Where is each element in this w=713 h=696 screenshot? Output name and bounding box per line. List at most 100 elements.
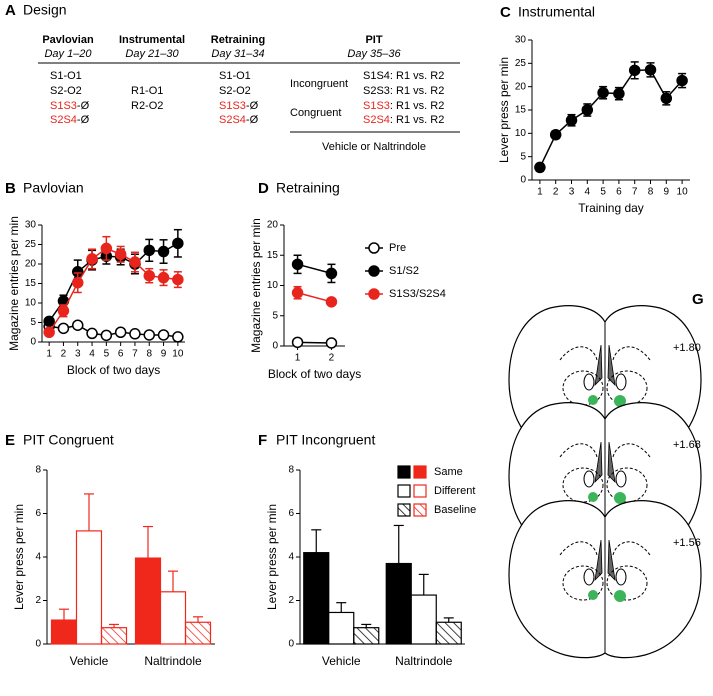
y-tick-label: 0 — [35, 639, 41, 650]
y-tick-label: 10 — [515, 128, 527, 139]
point — [325, 267, 338, 280]
panel-title: Instrumental — [518, 4, 595, 20]
point — [72, 276, 84, 289]
bar — [328, 611, 355, 645]
design-item-part: S1S3 — [50, 100, 77, 112]
point — [57, 322, 70, 335]
point — [129, 256, 141, 268]
y-axis-label: Magazine entries per min — [7, 216, 21, 351]
x-tick-label: Naltrindole — [144, 654, 202, 668]
point — [86, 327, 98, 340]
legend-swatch — [397, 465, 411, 479]
ventricle — [594, 539, 616, 582]
commissure — [615, 373, 627, 391]
point — [325, 296, 338, 308]
y-tick-label: 2 — [35, 595, 41, 606]
point — [291, 287, 304, 299]
x-tick-label: 1 — [46, 349, 52, 360]
point — [628, 64, 641, 77]
commissure — [615, 568, 627, 586]
error-bar — [193, 616, 203, 623]
design-item-part: S1-O1 — [50, 70, 82, 82]
point — [43, 315, 55, 328]
x-tick-label: Naltrindole — [395, 654, 453, 668]
point — [143, 329, 155, 341]
x-tick-label: 7 — [632, 187, 638, 198]
panel-letter: E — [5, 432, 15, 449]
point — [57, 305, 70, 317]
x-axis-label: Training day — [578, 201, 644, 215]
accumbens — [562, 565, 604, 601]
bar — [385, 562, 412, 645]
y-tick-label: 10 — [25, 298, 37, 309]
legend-swatch — [413, 484, 427, 498]
design-item: S2S3: R1 vs. R2 — [363, 85, 444, 97]
accumbens — [606, 565, 648, 601]
y-tick-label: 20 — [515, 81, 527, 92]
bar — [75, 530, 103, 645]
design-header: Instrumental — [119, 34, 185, 46]
y-tick-label: 25 — [25, 239, 37, 250]
error-bar — [393, 524, 404, 564]
point — [143, 244, 155, 257]
y-axis-label: Lever press per min — [12, 504, 26, 610]
y-axis-label: Magazine entries per min — [249, 218, 263, 353]
x-tick-label: 10 — [677, 187, 689, 198]
x-tick-label: Vehicle — [322, 654, 361, 668]
design-item-part: S2S4 — [219, 114, 246, 126]
striatum-border — [559, 346, 651, 361]
point — [291, 336, 304, 349]
design-item-part: -Ø — [246, 114, 259, 126]
design-item-part: -Ø — [77, 100, 90, 112]
y-tick-label: 5 — [520, 151, 526, 162]
error-bar — [143, 525, 153, 559]
x-tick-label: 3 — [569, 187, 575, 198]
accumbens — [562, 370, 604, 406]
y-tick-label: 10 — [267, 280, 279, 291]
point — [534, 161, 546, 174]
bar — [410, 594, 437, 645]
design-item-part: S1-O1 — [219, 70, 251, 82]
commissure — [583, 373, 595, 391]
x-tick-label: 5 — [600, 187, 606, 198]
x-tick-label: 9 — [161, 349, 167, 360]
error-bar — [84, 493, 94, 531]
y-axis-label: Lever press per min — [265, 504, 279, 610]
legend-swatch — [413, 465, 427, 479]
legend-marker — [368, 242, 380, 254]
y-tick-label: 0 — [288, 639, 294, 650]
ventricle — [594, 344, 616, 387]
striatum-border — [559, 541, 651, 556]
point — [581, 104, 594, 116]
x-tick-label: 4 — [89, 349, 95, 360]
point — [72, 319, 84, 331]
x-tick-label: 1 — [537, 187, 543, 198]
design-item-part: S2S4 — [50, 114, 77, 126]
legend-swatch — [397, 503, 411, 517]
panel-title: Pavlovian — [23, 180, 84, 196]
design-header: Retraining — [211, 34, 265, 46]
y-axis-label: Lever press per min — [497, 57, 511, 163]
y-tick-label: 15 — [25, 278, 37, 289]
design-item-part: : R1 vs. R2 — [390, 70, 444, 82]
legend-label: Baseline — [434, 504, 476, 516]
design-item-part: S2S4 — [363, 114, 390, 126]
x-tick-label: 1 — [295, 353, 301, 364]
design-item: S2S4: R1 vs. R2 — [363, 114, 444, 126]
design-days: Day 1–20 — [44, 48, 92, 60]
legend-swatch — [413, 503, 427, 517]
point — [129, 328, 141, 340]
section-label: +1.68 — [673, 439, 701, 451]
design-days: Day 35–36 — [347, 48, 401, 60]
design-item-part: S2S3 — [363, 85, 390, 97]
point — [172, 273, 184, 286]
design-footer: Vehicle or Naltrindole — [322, 141, 426, 153]
section-label: +1.56 — [673, 537, 701, 549]
commissure — [583, 470, 595, 488]
series-line — [48, 247, 178, 333]
error-bar — [361, 623, 372, 628]
legend-label: Pre — [389, 242, 406, 254]
placement — [614, 395, 626, 407]
series-line — [297, 292, 332, 303]
